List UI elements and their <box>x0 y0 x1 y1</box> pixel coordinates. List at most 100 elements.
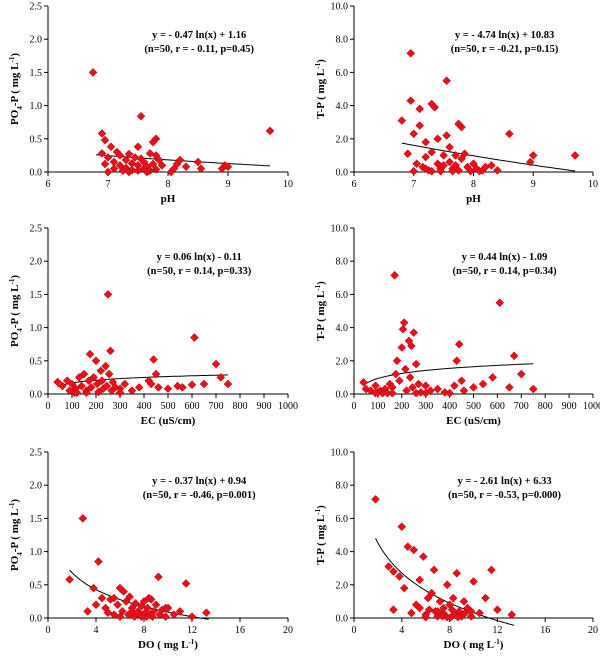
x-axis-label: pH <box>466 193 481 205</box>
data-point <box>448 593 458 603</box>
data-point <box>124 167 134 177</box>
y-tick-label: 2.5 <box>30 448 43 459</box>
x-tick-label: 16 <box>235 625 245 636</box>
data-point <box>187 612 197 622</box>
data-point <box>423 593 433 603</box>
data-point <box>378 388 388 398</box>
y-tick-label: 6.0 <box>336 290 349 301</box>
y-tick-label: 0.5 <box>30 580 43 591</box>
x-tick-label: 1000 <box>278 401 298 412</box>
x-axis-label: EC (uS/cm) <box>141 415 196 427</box>
x-tick-label: 200 <box>89 401 104 412</box>
x-tick-label: 400 <box>442 401 457 412</box>
data-point <box>216 373 226 382</box>
data-point <box>452 568 462 578</box>
data-point <box>397 522 407 532</box>
data-point <box>399 583 409 593</box>
data-point <box>475 166 484 176</box>
data-point <box>187 380 197 390</box>
data-point <box>389 567 398 576</box>
data-point <box>478 379 488 389</box>
y-tick-label: 6.0 <box>336 68 349 79</box>
data-point <box>570 151 580 160</box>
data-point <box>445 388 454 398</box>
data-point <box>448 166 457 176</box>
x-tick-label: 10 <box>283 179 293 190</box>
y-tick-label: 8.0 <box>336 257 349 268</box>
data-point <box>445 157 454 167</box>
x-tick-label: 4 <box>94 625 99 636</box>
x-tick-label: 100 <box>65 401 80 412</box>
data-point <box>94 557 103 566</box>
data-point <box>82 388 91 398</box>
y-tick-label: 6.0 <box>336 514 349 525</box>
data-point <box>196 164 206 174</box>
x-tick-label: 10 <box>588 179 598 190</box>
data-point <box>469 577 478 586</box>
data-point <box>390 270 399 280</box>
data-point <box>100 159 110 169</box>
data-point <box>391 369 401 379</box>
y-tick-label: 0.0 <box>30 390 43 401</box>
x-tick-label: 700 <box>209 401 224 412</box>
data-point <box>466 607 476 616</box>
data-point <box>97 593 107 603</box>
data-point <box>475 608 484 618</box>
trend-line <box>375 538 515 626</box>
regression-equation: y = - 0.37 ln(x) + 0.94 <box>152 476 247 487</box>
data-point <box>97 129 107 138</box>
x-tick-label: 400 <box>137 401 152 412</box>
y-tick-label: 1.0 <box>30 547 43 558</box>
y-tick-label: 8.0 <box>336 35 349 46</box>
data-point <box>405 373 415 382</box>
data-point <box>438 611 447 621</box>
data-point <box>143 603 152 613</box>
x-tick-label: 7 <box>106 179 111 190</box>
data-point <box>507 610 517 620</box>
x-tick-label: 4 <box>399 625 404 636</box>
data-point <box>106 142 116 152</box>
y-tick-label: 1.0 <box>30 101 43 112</box>
data-point <box>399 318 409 327</box>
data-point <box>401 364 410 374</box>
data-point <box>407 341 416 351</box>
y-tick-label: 10.0 <box>331 224 349 235</box>
chart-panel-1: 0.0 0.5 1.0 1.5 2.0 2.5 6 7 8 9 10 pH PO4-P ( mg L-1… <box>8 2 293 206</box>
data-point <box>265 126 275 136</box>
y-tick-label: 2.0 <box>30 257 43 268</box>
data-point <box>409 166 419 176</box>
data-point <box>509 351 519 361</box>
y-tick-label: 0.0 <box>30 168 43 179</box>
data-point <box>406 96 416 105</box>
data-point <box>460 149 469 159</box>
data-point <box>223 162 233 172</box>
data-point <box>409 545 419 555</box>
data-point <box>415 121 425 130</box>
x-tick-label: 0 <box>46 625 51 636</box>
data-point <box>453 612 463 622</box>
data-point <box>415 104 425 114</box>
regression-equation: y = 0.44 ln(x) - 1.09 <box>462 252 548 263</box>
data-point <box>411 359 421 369</box>
data-point <box>469 383 478 392</box>
data-point <box>445 142 454 152</box>
y-tick-label: 2.0 <box>336 134 349 145</box>
y-axis-label: T-P ( mg L-1) <box>314 505 327 565</box>
chart-panel-2: 0.0 2.0 4.0 6.0 8.0 10.0 6 7 8 9 10 pH T-P ( mg L-1)… <box>314 2 598 206</box>
data-point <box>115 388 125 398</box>
data-point <box>442 131 451 140</box>
y-tick-label: 8.0 <box>336 481 349 492</box>
data-point <box>89 373 98 382</box>
data-point <box>403 542 413 551</box>
x-tick-label: 0 <box>352 401 357 412</box>
x-tick-label: 800 <box>538 401 553 412</box>
data-point <box>481 162 490 172</box>
y-axis-label: PO4-P ( mg L-1) <box>8 499 24 571</box>
data-point <box>402 386 411 396</box>
data-point <box>181 579 191 588</box>
data-point <box>124 149 134 159</box>
data-point <box>211 359 221 369</box>
data-point <box>427 166 437 176</box>
regression-equation: y = - 2.61 ln(x) + 6.33 <box>457 476 551 487</box>
data-point <box>452 356 462 366</box>
